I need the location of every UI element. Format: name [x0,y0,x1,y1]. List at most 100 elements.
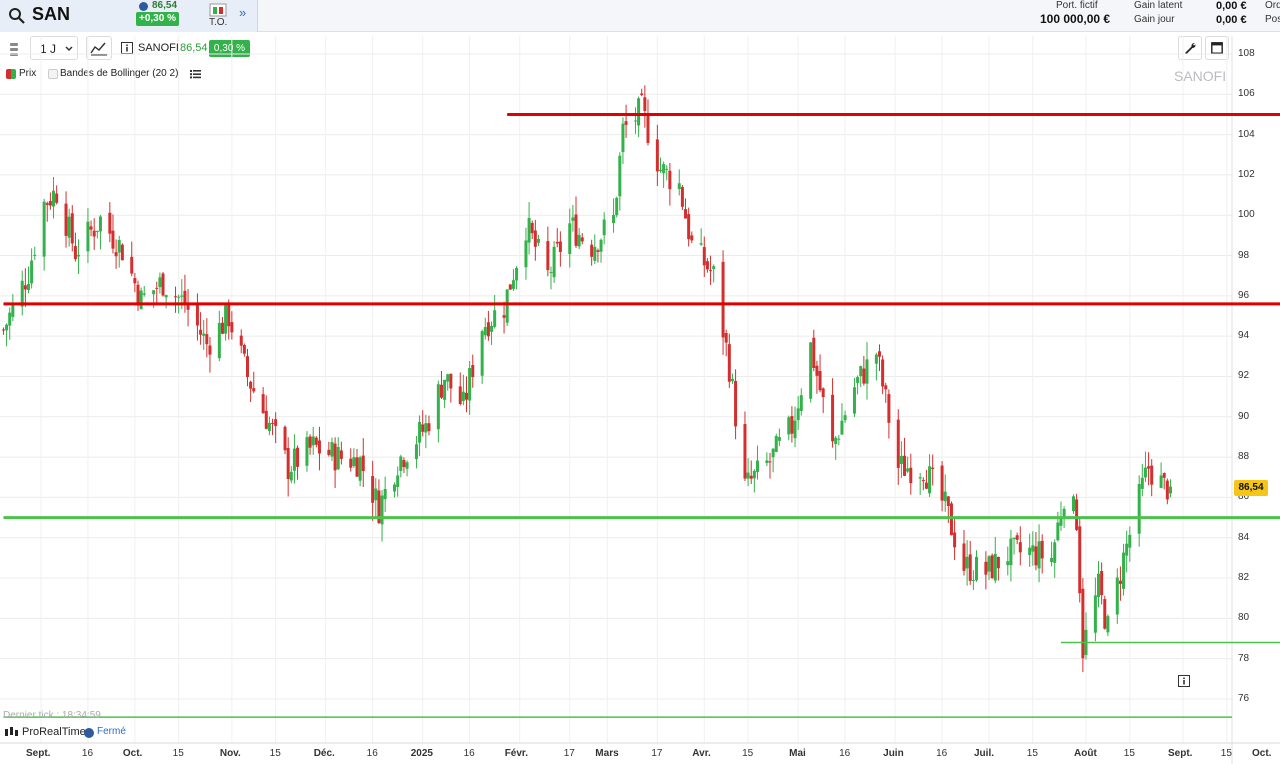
candle [1037,524,1041,583]
orders-label[interactable]: Ord [1265,0,1280,11]
candle [705,258,709,273]
candle [774,433,778,453]
candle [1106,614,1110,637]
candle [730,373,734,384]
x-tick-label: 16 [463,748,475,759]
candle [940,460,944,512]
symbol-label[interactable]: SAN [32,4,71,24]
candle [633,107,637,134]
candle [217,310,221,362]
candle [749,460,753,484]
candle [230,311,234,340]
candle [530,220,534,240]
candle [771,448,775,473]
candle [8,307,12,340]
candle [1,327,5,335]
list-icon[interactable] [190,69,201,79]
candle [267,416,271,436]
candle [55,185,59,205]
positions-label[interactable]: Pos [1265,14,1280,25]
candle [180,279,184,310]
candle [289,466,293,484]
gain-latent-label: Gain latent [1134,0,1183,11]
x-tick-label: 15 [1026,748,1038,759]
portfolio-label: Port. fictif [1056,0,1098,11]
order-book-label[interactable]: T.O. [209,17,228,28]
search-icon[interactable] [8,7,26,25]
x-tick-label: Août [1074,748,1097,759]
candle [446,373,450,391]
candle [427,415,431,436]
x-tick-label: Mars [595,748,619,759]
candle [117,235,121,268]
candle [931,454,935,486]
candle [286,437,290,497]
candle [796,396,800,430]
candle [949,501,953,536]
candle [95,230,99,239]
y-tick-label: 102 [1238,168,1255,180]
settings-button[interactable] [1178,36,1202,60]
candle [1150,459,1154,497]
x-tick-label: Sept. [26,748,51,759]
chart-type-icon [90,42,107,56]
candle [5,323,9,347]
instrument-change-badge: 0,30 % [209,40,250,57]
info-icon[interactable] [121,42,133,54]
candle [292,434,296,484]
candle [418,415,422,457]
candle [33,246,37,260]
x-tick-label: 16 [839,748,851,759]
window-button[interactable] [1205,36,1229,60]
candle [199,312,203,345]
candle [558,231,562,267]
candle [677,169,681,196]
candle [837,435,841,446]
candle [658,157,662,173]
y-tick-label: 106 [1238,88,1255,100]
order-book-icon[interactable] [209,3,227,17]
symbol-box[interactable]: SAN 86,54 +0,30 % T.O. » [0,0,258,32]
drag-handle-icon[interactable] [8,41,20,57]
candle [640,88,644,97]
globe-icon [139,2,148,11]
candle [699,228,703,246]
candle [612,198,616,233]
bollinger-legend-label[interactable]: Bandes de Bollinger (20 2) [60,68,179,79]
expand-icon[interactable]: » [239,5,247,20]
candle [480,329,484,384]
candle [524,227,528,280]
candle [130,241,134,277]
wrench-icon [1185,42,1196,54]
candle [1009,529,1013,582]
candle [809,341,813,403]
x-tick-label: Sept. [1167,748,1193,759]
y-tick-label: 90 [1238,410,1250,422]
candle [490,321,494,345]
chart-type-button[interactable] [86,36,112,60]
candle [1071,494,1075,514]
candle [161,272,165,297]
candle [777,428,781,447]
candle [690,231,694,244]
candle [352,448,356,468]
candle [249,380,253,403]
candle [946,495,950,523]
candle [511,269,515,292]
info-icon[interactable] [1178,675,1190,687]
x-tick-label: 15 [1123,748,1135,759]
candle [465,376,469,413]
candle [20,270,24,316]
candle [1012,537,1016,555]
candle [593,234,597,265]
candle [684,198,688,219]
price-legend-label[interactable]: Prix [19,68,37,79]
candle [552,241,556,283]
y-tick-label: 108 [1238,48,1255,59]
candle [242,343,246,357]
interval-select[interactable]: 1 J [30,36,78,60]
candle [918,472,922,495]
candle [834,435,838,460]
candle [67,208,71,247]
